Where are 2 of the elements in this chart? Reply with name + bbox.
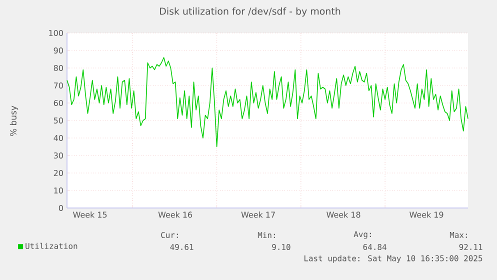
y-axis-title: % busy (10, 106, 18, 136)
chart-title: Disk utilization for /dev/sdf - by month (160, 7, 340, 17)
